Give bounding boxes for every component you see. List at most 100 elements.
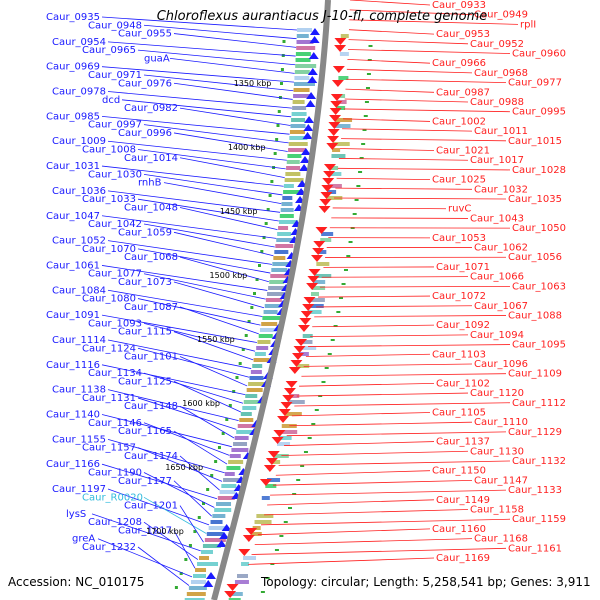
left-connector [143, 472, 215, 508]
outer-tick [366, 73, 371, 75]
cog-stripe [293, 82, 315, 86]
left-connector [173, 430, 228, 465]
right-gene-label: Caur_1043 [470, 213, 524, 224]
cog-stripe [292, 100, 305, 104]
left-gene-label: Caur_1232 [82, 542, 136, 553]
reverse-gene-arrow [282, 395, 295, 402]
right-gene-label: Caur_1159 [512, 514, 566, 525]
left-gene-label: Caur_1042 [88, 219, 142, 230]
forward-gene-arrow [300, 148, 311, 155]
cog-stripe [234, 436, 249, 440]
forward-gene-arrow [299, 156, 310, 163]
cog-stripe [309, 298, 325, 302]
cog-stripe [267, 292, 285, 296]
left-gene-label: Caur_0948 [88, 20, 142, 31]
reverse-gene-arrow [259, 479, 272, 486]
left-gene-label: Caur_1208 [88, 517, 142, 528]
outer-tick [270, 563, 275, 565]
outer-tick [275, 138, 279, 141]
left-gene-label: Caur_1157 [82, 443, 136, 454]
left-gene-label: Caur_1115 [118, 327, 172, 338]
outer-tick [303, 451, 308, 453]
cog-stripe [234, 580, 249, 584]
cog-stripe [281, 202, 293, 206]
right-gene-label: Caur_1015 [508, 136, 562, 147]
right-connector [251, 547, 507, 555]
cog-stripe [312, 286, 326, 290]
right-gene-label: Caur_1017 [470, 155, 524, 166]
left-connector [143, 173, 283, 196]
right-gene-label: Caur_1021 [436, 146, 490, 157]
left-gene-label: greA [72, 534, 95, 545]
cog-stripe [272, 460, 281, 464]
reverse-gene-arrow [326, 143, 339, 150]
outer-tick [282, 40, 286, 43]
right-gene-label: Caur_1161 [508, 543, 562, 554]
right-connector [348, 49, 511, 54]
cog-stripe [330, 166, 339, 170]
outer-tick [257, 264, 261, 267]
cog-stripe [237, 424, 259, 428]
outer-tick [264, 222, 268, 225]
outer-tick [260, 250, 264, 253]
left-connector [107, 91, 292, 109]
left-connector [143, 496, 207, 534]
right-gene-label: Caur_1094 [470, 330, 524, 341]
right-gene-label: Caur_1110 [474, 417, 528, 428]
right-connector [349, 0, 431, 6]
left-connector [173, 381, 241, 413]
reverse-gene-arrow [306, 283, 319, 290]
cog-stripe [279, 214, 294, 218]
outer-tick [343, 269, 348, 271]
forward-gene-arrow [203, 580, 214, 587]
outer-tick [210, 474, 214, 477]
right-gene-label: Caur_1132 [512, 456, 566, 467]
reverse-gene-arrow [322, 178, 335, 185]
right-connector [318, 295, 431, 298]
left-connector [137, 447, 223, 482]
outer-tick [361, 143, 366, 145]
outer-tick [225, 418, 229, 421]
right-gene-label: Caur_1095 [512, 340, 566, 351]
left-gene-label: Caur_1091 [46, 310, 100, 321]
right-connector [261, 518, 511, 526]
cog-stripe [289, 130, 305, 134]
right-connector [335, 187, 473, 190]
reverse-gene-arrow [321, 185, 334, 192]
cog-stripe [186, 592, 206, 596]
cog-stripe [264, 304, 281, 308]
kbp-scale-label: 1350 kbp [234, 79, 272, 88]
left-gene-label: Caur_1101 [124, 352, 178, 363]
outer-tick [228, 404, 232, 407]
left-gene-label: Caur_1048 [124, 202, 178, 213]
reverse-gene-arrow [297, 325, 310, 332]
left-gene-label: Caur_1031 [46, 161, 100, 172]
kbp-scale-label: 1400 kbp [228, 143, 266, 152]
left-gene-label: Caur_0965 [82, 45, 136, 56]
left-gene-label: Caur_1174 [124, 451, 178, 462]
outer-tick [202, 502, 206, 505]
cog-stripe [295, 58, 311, 62]
cog-stripe [236, 430, 254, 434]
cog-stripe [210, 520, 223, 524]
cog-stripe [256, 514, 274, 518]
cog-stripe [206, 532, 224, 536]
cog-stripe [291, 112, 307, 116]
outer-tick [188, 544, 192, 547]
reverse-gene-arrow [313, 241, 326, 248]
left-gene-label: Caur_0935 [46, 12, 100, 23]
forward-gene-arrow [305, 100, 316, 107]
cog-stripe [296, 364, 310, 368]
right-connector [284, 441, 435, 446]
cog-stripe [239, 418, 254, 422]
cog-stripe [335, 118, 353, 122]
left-connector [143, 223, 275, 248]
left-gene-label: Caur_1084 [52, 285, 106, 296]
right-gene-label: Caur_0933 [432, 0, 486, 11]
outer-tick [300, 465, 305, 467]
cog-stripe [331, 154, 346, 158]
left-gene-label: Caur_1190 [88, 467, 142, 478]
cog-stripe [294, 70, 310, 74]
cog-stripe [223, 478, 245, 482]
